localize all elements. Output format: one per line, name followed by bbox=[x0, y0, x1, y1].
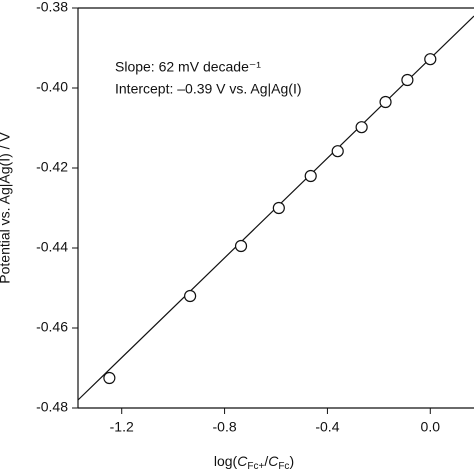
y-tick-label: -0.38 bbox=[36, 0, 68, 15]
y-tick-label: -0.40 bbox=[36, 79, 68, 95]
point bbox=[424, 53, 437, 66]
y-tick-label: -0.46 bbox=[36, 319, 68, 335]
point bbox=[234, 239, 248, 253]
y-tick-label: -0.48 bbox=[36, 399, 68, 415]
x-axis-label: log(CFc+/CFc) bbox=[214, 453, 294, 472]
x-tick-label: 0.0 bbox=[421, 419, 441, 435]
point bbox=[355, 121, 368, 134]
point bbox=[331, 145, 344, 158]
x-label-part: log( bbox=[214, 453, 238, 469]
point bbox=[272, 201, 285, 215]
x-tick-label: -0.4 bbox=[315, 419, 339, 435]
point bbox=[103, 371, 116, 385]
point bbox=[379, 95, 392, 109]
point bbox=[184, 289, 197, 303]
x-label-part: C bbox=[268, 453, 279, 469]
x-label-part: Fc bbox=[278, 461, 289, 472]
y-tick-label: -0.42 bbox=[36, 159, 68, 175]
x-tick-label: -1.2 bbox=[110, 419, 134, 435]
x-label-part: Fc+ bbox=[247, 461, 264, 472]
x-tick-label: -0.8 bbox=[213, 419, 237, 435]
x-label-part: ) bbox=[289, 453, 294, 469]
y-tick-label: -0.44 bbox=[36, 239, 68, 255]
y-axis-label: Potential vs. Ag|Ag(I) / V bbox=[0, 132, 13, 284]
annotation: Intercept: –0.39 V vs. Ag|Ag(I) bbox=[115, 81, 302, 97]
annotation: Slope: 62 mV decade⁻¹ bbox=[115, 59, 261, 75]
x-label-part: / bbox=[264, 453, 268, 469]
point bbox=[401, 73, 414, 87]
x-label-part: C bbox=[237, 453, 248, 469]
point bbox=[304, 169, 317, 183]
